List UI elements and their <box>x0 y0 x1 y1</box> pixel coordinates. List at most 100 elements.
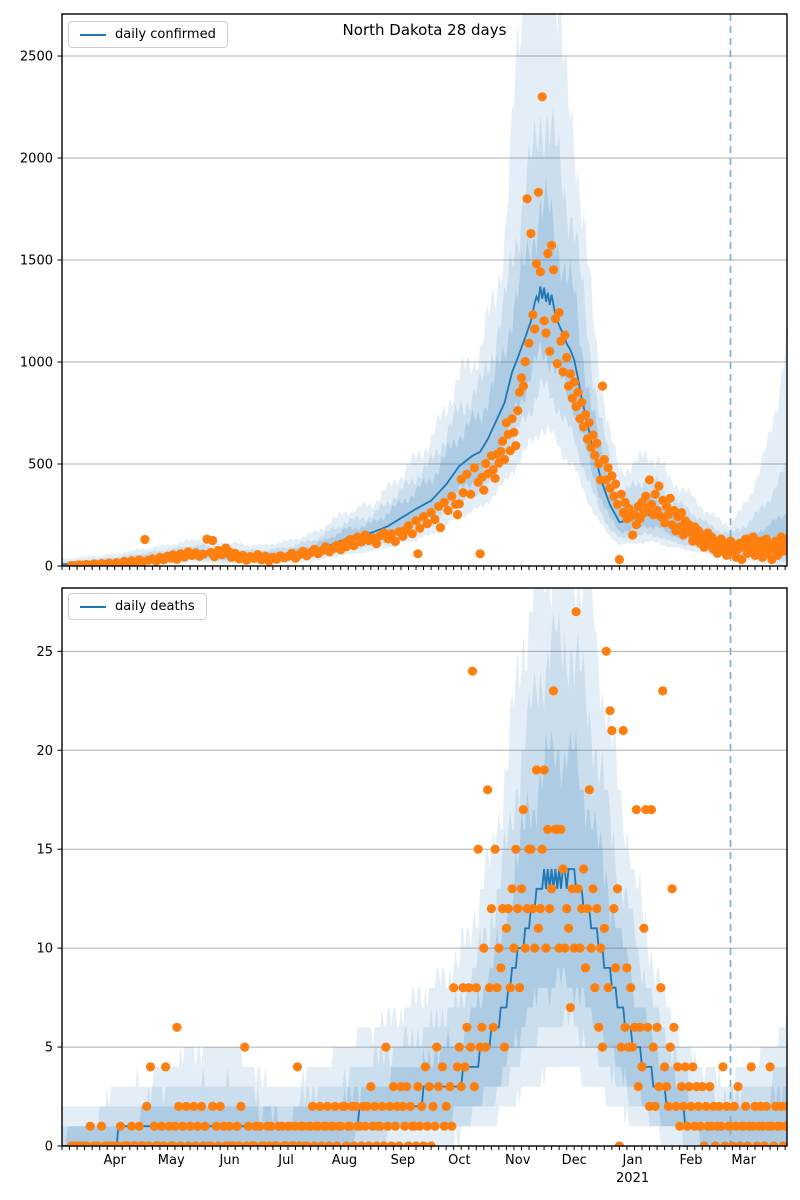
y-tick-label: 0 <box>45 560 53 575</box>
scatter-point <box>545 346 555 356</box>
scatter-point <box>541 328 551 338</box>
scatter-point <box>524 338 534 348</box>
scatter-point <box>729 1101 739 1111</box>
scatter-point <box>735 1141 745 1146</box>
x-month-label: Jul <box>277 1153 294 1168</box>
scatter-point <box>213 1141 223 1146</box>
scatter-point <box>641 491 651 501</box>
scatter-point <box>603 463 613 473</box>
scatter-point <box>628 1042 638 1052</box>
scatter-point <box>607 725 617 736</box>
scatter-point <box>501 923 511 933</box>
scatter-point <box>580 410 591 420</box>
scatter-point <box>149 1121 159 1131</box>
scatter-point <box>584 785 594 795</box>
scatter-point <box>780 1121 787 1131</box>
scatter-point <box>533 187 544 197</box>
scatter-point <box>469 1082 479 1092</box>
scatter-point <box>469 463 479 473</box>
scatter-point <box>741 1101 751 1111</box>
scatter-point <box>176 1141 186 1146</box>
scatter-point <box>466 489 476 499</box>
y-tick-label: 500 <box>28 458 53 473</box>
scatter-point <box>403 1141 414 1146</box>
scatter-point <box>177 1121 188 1131</box>
scatter-point <box>225 1121 235 1131</box>
scatter-point <box>232 1121 242 1131</box>
scatter-point <box>579 864 589 874</box>
scatter-point <box>435 523 446 533</box>
scatter-point <box>460 1062 470 1072</box>
scatter-point <box>255 1121 265 1131</box>
scatter-point <box>420 1062 430 1072</box>
legend-line-swatch-confirmed <box>80 33 106 36</box>
scatter-point <box>562 904 572 914</box>
daily-deaths-spines <box>61 587 788 1147</box>
scatter-point <box>394 1141 404 1146</box>
x-month-label: Oct <box>448 1153 470 1168</box>
scatter-point <box>168 1141 178 1146</box>
scatter-point <box>614 554 625 565</box>
scatter-point <box>445 1082 455 1092</box>
scatter-point <box>537 92 547 102</box>
scatter-point <box>386 529 397 539</box>
scatter-point <box>526 228 536 239</box>
daily-confirmed-band-middle <box>62 106 787 566</box>
scatter-point <box>349 541 359 551</box>
scatter-point <box>454 1042 464 1052</box>
scatter-point <box>336 1121 346 1131</box>
scatter-point <box>547 884 557 894</box>
scatter-point <box>371 539 382 549</box>
x-month-label: Apr <box>103 1153 126 1168</box>
scatter-point <box>402 1082 412 1092</box>
scatter-point <box>628 530 638 540</box>
scatter-point <box>302 1141 312 1146</box>
scatter-point <box>492 983 502 993</box>
daily-confirmed-scatter <box>66 92 787 566</box>
x-year-label: 2021 <box>616 1171 649 1186</box>
scatter-point <box>562 352 572 363</box>
scatter-point <box>471 983 481 993</box>
scatter-point <box>407 529 417 539</box>
scatter-point <box>661 1082 672 1092</box>
scatter-point <box>170 1121 180 1131</box>
scatter-point <box>605 706 615 716</box>
scatter-point <box>332 1141 342 1146</box>
scatter-point <box>452 509 463 520</box>
scatter-point <box>430 514 440 525</box>
scatter-point <box>426 507 436 518</box>
daily-deaths-panel: 0 5 10 15 20 25 <box>36 587 788 1155</box>
daily-deaths-band-outer <box>62 588 787 1146</box>
scatter-point <box>545 904 555 914</box>
scatter-point <box>481 1042 491 1052</box>
scatter-point <box>496 446 506 456</box>
scatter-point <box>411 516 421 526</box>
scatter-point <box>356 537 366 547</box>
scatter-point <box>699 1141 709 1146</box>
x-month-label: Aug <box>332 1153 357 1168</box>
scatter-point <box>405 1101 415 1111</box>
scatter-point <box>370 1101 380 1111</box>
scatter-point <box>778 1141 787 1146</box>
scatter-point <box>185 1121 195 1131</box>
scatter-point <box>415 523 425 533</box>
scatter-point <box>516 373 527 383</box>
scatter-point <box>93 1141 103 1146</box>
scatter-point <box>718 1062 728 1072</box>
scatter-point <box>324 1141 334 1146</box>
scatter-point <box>535 904 545 914</box>
scatter-point <box>375 1121 385 1131</box>
scatter-point <box>688 1062 698 1072</box>
scatter-point <box>656 983 666 993</box>
scatter-point <box>567 393 577 403</box>
scatter-point <box>189 1101 199 1111</box>
scatter-point <box>349 1141 359 1146</box>
scatter-point <box>356 1141 366 1146</box>
scatter-point <box>456 1082 466 1092</box>
scatter-point <box>675 1121 685 1131</box>
scatter-point <box>778 546 787 556</box>
scatter-point <box>671 1101 681 1111</box>
scatter-point <box>200 1121 210 1131</box>
scatter-point <box>733 1082 743 1092</box>
